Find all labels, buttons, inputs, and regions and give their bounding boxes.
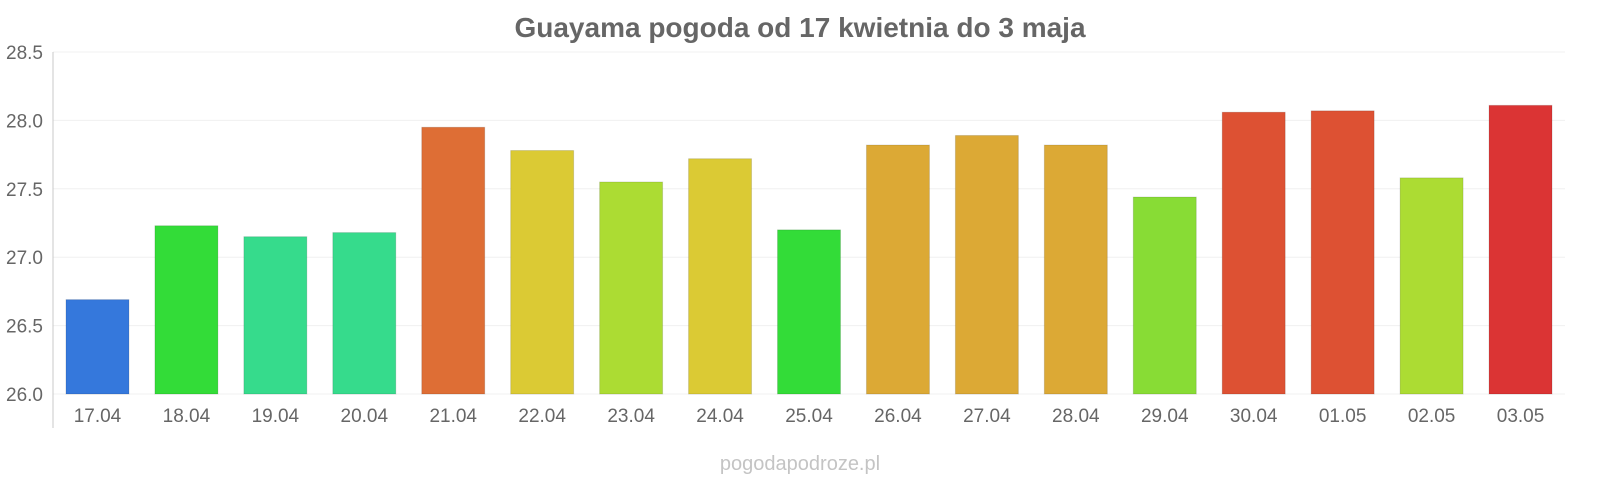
bar-29.04 <box>1132 196 1197 395</box>
x-tick-label: 19.04 <box>252 406 300 427</box>
x-tick-label: 02.05 <box>1408 406 1456 427</box>
x-tick-label: 29.04 <box>1141 406 1189 427</box>
x-tick-label: 23.04 <box>607 406 655 427</box>
chart-title: Guayama pogoda od 17 kwietnia do 3 maja <box>514 12 1085 43</box>
bar-01.05 <box>1310 110 1375 395</box>
y-tick-label: 26.0 <box>6 385 43 406</box>
x-tick-label: 01.05 <box>1319 406 1367 427</box>
y-tick-label: 26.5 <box>6 317 43 338</box>
bar-28.04 <box>1043 144 1108 395</box>
bar-26.04 <box>865 144 930 395</box>
x-tick-label: 30.04 <box>1230 406 1278 427</box>
x-tick-label: 22.04 <box>518 406 566 427</box>
bar-17.04 <box>65 299 130 395</box>
y-axis-ticks: 26.0 26.5 27.0 27.5 28.0 28.5 <box>6 43 43 406</box>
bar-23.04 <box>599 181 664 395</box>
bar-27.04 <box>954 134 1019 395</box>
bar-25.04 <box>777 229 841 395</box>
bar-02.05 <box>1399 177 1464 395</box>
x-tick-label: 26.04 <box>874 406 922 427</box>
bar-30.04 <box>1221 111 1286 395</box>
bar-22.04 <box>510 149 575 395</box>
y-tick-label: 27.5 <box>6 180 43 201</box>
x-tick-label: 27.04 <box>963 406 1011 427</box>
bar-20.04 <box>332 232 397 395</box>
x-tick-label: 03.05 <box>1497 406 1545 427</box>
bar-19.04 <box>243 236 308 395</box>
bar-21.04 <box>421 126 486 395</box>
x-tick-label: 28.04 <box>1052 406 1100 427</box>
x-tick-label: 24.04 <box>696 406 744 427</box>
watermark: pogodapodroze.pl <box>720 453 880 475</box>
x-tick-label: 18.04 <box>163 406 211 427</box>
y-tick-label: 28.0 <box>6 111 43 132</box>
bars <box>65 104 1553 395</box>
x-axis-ticks: 17.04 18.04 19.04 20.04 21.04 22.04 23.04 24.04… <box>74 406 1545 427</box>
x-tick-label: 17.04 <box>74 406 122 427</box>
bar-03.05 <box>1488 104 1553 395</box>
x-tick-label: 21.04 <box>429 406 477 427</box>
bar-18.04 <box>154 225 219 395</box>
x-tick-label: 20.04 <box>341 406 389 427</box>
y-tick-label: 27.0 <box>6 248 43 269</box>
bar-24.04 <box>688 158 753 395</box>
y-tick-label: 28.5 <box>6 43 43 64</box>
x-tick-label: 25.04 <box>785 406 833 427</box>
